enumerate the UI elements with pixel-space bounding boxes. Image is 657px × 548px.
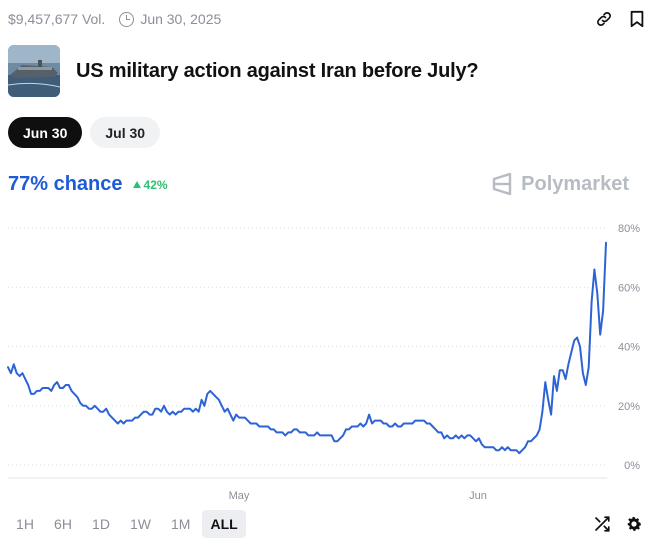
price-chart[interactable]: 80% 60% 40% 20% 0% May Jun [0,215,657,505]
date-tabs: Jun 30 Jul 30 [8,117,161,148]
chart-controls [593,515,643,533]
polymarket-logo-icon [492,172,512,196]
range-all[interactable]: ALL [202,510,246,538]
chance-series-line [7,241,607,455]
clock-icon [119,11,135,27]
y-tick-label: 80% [618,223,640,235]
range-1d[interactable]: 1D [92,516,110,532]
link-icon[interactable] [595,10,613,28]
shuffle-icon[interactable] [593,515,611,533]
market-header: US military action against Iran before J… [8,45,479,97]
range-1m[interactable]: 1M [171,516,191,532]
tab-jun-30[interactable]: Jun 30 [8,117,83,148]
end-date-text: Jun 30, 2025 [140,11,222,27]
range-1h[interactable]: 1H [16,516,34,532]
chance-delta-value: 42% [143,177,168,192]
top-actions [595,10,645,28]
volume-text: $9,457,677 Vol. [8,11,106,27]
tab-jul-30[interactable]: Jul 30 [90,117,161,148]
market-thumbnail [8,45,60,97]
settings-icon[interactable] [625,515,643,533]
market-meta-bar: $9,457,677 Vol. Jun 30, 2025 [8,8,645,30]
polymarket-logo: Polymarket [491,172,629,196]
time-range-selector: 1H 6H 1D 1W 1M ALL [8,510,246,538]
chance-value: 77% chance [8,173,123,195]
x-axis-ticks: May Jun [229,490,487,502]
y-tick-label: 60% [618,282,640,294]
up-triangle-icon [132,181,141,188]
y-axis-ticks: 80% 60% 40% 20% 0% [618,223,640,472]
range-6h[interactable]: 6H [54,516,72,532]
brand-name: Polymarket [521,172,629,195]
range-1w[interactable]: 1W [130,516,151,532]
chance-summary: 77% chance 42% [8,173,168,196]
bookmark-icon[interactable] [629,10,645,28]
x-tick-label: Jun [469,490,487,502]
market-title: US military action against Iran before J… [76,59,479,82]
y-tick-label: 40% [618,342,640,354]
x-tick-label: May [229,490,250,502]
end-date: Jun 30, 2025 [119,11,221,27]
chart-grid [8,227,607,479]
y-tick-label: 20% [618,401,640,413]
y-tick-label: 0% [624,460,640,472]
chance-delta: 42% [132,177,168,192]
